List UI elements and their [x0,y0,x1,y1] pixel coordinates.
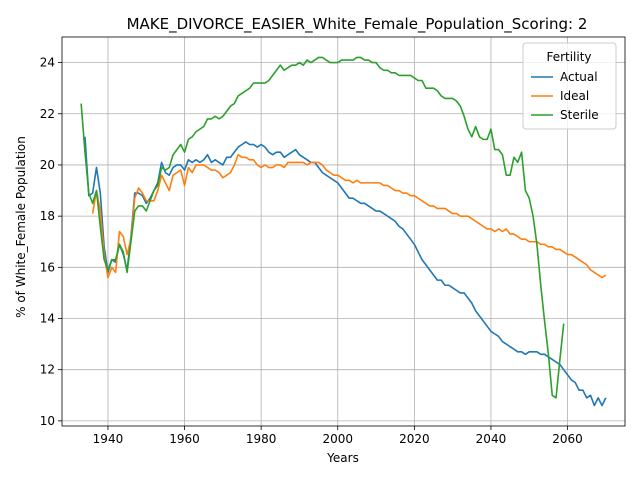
plot-frame [61,36,626,427]
legend-label-ideal: Ideal [560,89,589,103]
legend-label-actual: Actual [560,70,598,84]
series-line-actual [84,136,607,407]
x-tick-label: 2040 [476,432,507,446]
chart-title: MAKE_DIVORCE_EASIER_White_Female_Populat… [127,15,588,34]
x-tick-label: 1960 [169,432,200,446]
series-line-ideal [91,153,607,279]
x-tick-label: 2000 [322,432,353,446]
legend: Fertility Actual Ideal Sterile [522,42,617,130]
y-tick-label: 20 [40,158,55,172]
y-tick-label: 14 [40,312,55,326]
legend-label-sterile: Sterile [560,108,599,122]
y-tick-label: 10 [40,414,55,428]
ticks: 1940 1960 1980 2000 2020 2040 2060 10 12 14 16 18 20… [40,56,583,446]
x-axis-label: Years [326,451,359,465]
y-tick-label: 22 [40,107,55,121]
y-tick-label: 18 [40,209,55,223]
x-tick-label: 1940 [93,432,124,446]
y-axis-label: % of White_Female Population [14,136,28,318]
y-tick-label: 16 [40,260,55,274]
legend-items: Actual Ideal Sterile [531,70,599,122]
x-tick-label: 2020 [399,432,430,446]
x-tick-label: 1980 [246,432,277,446]
grid [62,37,625,426]
series-line-sterile [80,56,565,399]
x-tick-label: 2060 [552,432,583,446]
legend-box [522,42,617,130]
series-layer [80,56,607,407]
legend-title: Fertility [546,50,591,64]
y-tick-label: 12 [40,363,55,377]
y-tick-label: 24 [40,56,55,70]
